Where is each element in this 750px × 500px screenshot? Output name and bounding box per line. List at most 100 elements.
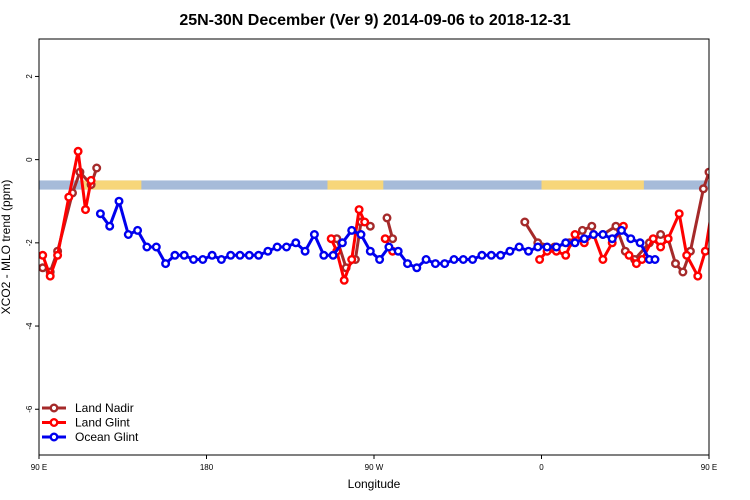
data-point-ocean-glint-0-57: [626, 234, 636, 244]
data-point-ocean-glint-0-7: [161, 259, 171, 269]
data-point-land-nadir-2-0: [382, 213, 392, 223]
data-point-ocean-glint-0-29: [365, 246, 375, 256]
y-axis: 2 0 -2 -4 -6: [25, 74, 39, 413]
data-point-land-glint-4-3: [648, 234, 658, 244]
data-point-land-nadir-4-10: [698, 184, 708, 194]
land-band-1: [327, 180, 384, 190]
data-point-land-glint-4-4: [656, 242, 666, 252]
data-point-land-glint-3-7: [598, 255, 608, 265]
data-point-ocean-glint-0-58: [635, 238, 645, 248]
data-point-land-glint-4-8: [693, 271, 703, 281]
data-point-ocean-glint-0-52: [579, 234, 589, 244]
data-point-land-glint-0-5: [80, 205, 90, 215]
data-point-ocean-glint-0-9: [179, 250, 189, 260]
data-point-ocean-glint-0-35: [421, 255, 431, 265]
data-point-ocean-glint-0-12: [207, 250, 217, 260]
data-point-land-nadir-3-5: [587, 221, 597, 231]
data-point-ocean-glint-0-54: [598, 229, 608, 239]
x-tick-label-2: 90 W: [365, 463, 384, 472]
data-point-land-glint-4-11: [719, 148, 726, 155]
data-point-ocean-glint-0-27: [347, 225, 357, 235]
data-point-land-glint-4-12: [728, 202, 735, 209]
data-point-ocean-glint-0-34: [412, 263, 422, 273]
x-axis: 90 E 180 90 W 0 90 E: [31, 455, 717, 472]
data-point-ocean-glint-0-24: [319, 250, 329, 260]
legend-marker-land-glint: [49, 418, 59, 428]
data-point-ocean-glint-0-50: [561, 238, 571, 248]
data-point-ocean-glint-0-41: [477, 250, 487, 260]
data-point-land-nadir-3-4: [577, 225, 587, 235]
data-point-ocean-glint-0-36: [430, 259, 440, 269]
data-point-land-nadir-1-4: [365, 221, 375, 231]
data-point-ocean-glint-0-44: [505, 246, 515, 256]
data-point-ocean-glint-0-45: [514, 242, 524, 252]
data-point-ocean-glint-0-3: [123, 229, 133, 239]
data-point-land-nadir-2-1: [388, 234, 398, 244]
data-point-land-glint-1-2: [339, 275, 349, 285]
data-point-land-nadir-4-12: [715, 181, 722, 188]
data-point-ocean-glint-0-5: [142, 242, 152, 252]
data-point-ocean-glint-0-13: [216, 255, 226, 265]
series-ocean-glint: [95, 196, 660, 273]
data-point-ocean-glint-0-19: [272, 242, 282, 252]
legend-label-ocean-glint: Ocean Glint: [75, 430, 139, 444]
data-point-ocean-glint-0-37: [440, 259, 450, 269]
data-point-land-glint-2-0: [380, 234, 390, 244]
data-point-ocean-glint-0-16: [244, 250, 254, 260]
data-point-ocean-glint-0-32: [393, 246, 403, 256]
data-point-ocean-glint-0-2: [114, 196, 124, 206]
data-point-ocean-glint-0-48: [542, 242, 552, 252]
land-band-2: [541, 180, 644, 190]
legend-marker-land-nadir: [49, 403, 59, 413]
data-point-ocean-glint-0-26: [337, 238, 347, 248]
x-tick-label-3: 0: [539, 463, 544, 472]
data-point-ocean-glint-0-49: [551, 242, 561, 252]
legend-label-land-nadir: Land Nadir: [75, 401, 134, 415]
data-point-land-glint-0-4: [73, 146, 83, 156]
y-tick-label-0: 2: [25, 74, 34, 79]
data-point-land-glint-0-3: [64, 192, 74, 202]
legend-label-land-glint: Land Glint: [75, 416, 130, 430]
data-point-ocean-glint-0-8: [170, 250, 180, 260]
data-point-ocean-glint-0-40: [468, 255, 478, 265]
data-point-land-glint-0-1: [45, 271, 55, 281]
x-tick-label-1: 180: [200, 463, 214, 472]
data-point-land-glint-4-0: [624, 250, 634, 260]
data-point-ocean-glint-0-22: [300, 246, 310, 256]
data-point-land-glint-3-4: [570, 229, 580, 239]
data-point-ocean-glint-0-17: [254, 250, 264, 260]
data-point-ocean-glint-0-11: [198, 255, 208, 265]
data-point-land-nadir-4-5: [656, 229, 666, 239]
y-tick-label-1: 0: [25, 157, 34, 162]
data-point-ocean-glint-0-56: [617, 225, 627, 235]
data-point-ocean-glint-0-10: [188, 255, 198, 265]
data-point-land-nadir-3-0: [520, 217, 530, 227]
data-point-land-glint-4-10: [711, 190, 718, 197]
x-axis-label: Longitude: [348, 477, 401, 491]
data-point-land-glint-4-5: [663, 234, 673, 244]
data-point-ocean-glint-0-60: [650, 255, 660, 265]
data-point-ocean-glint-0-25: [328, 250, 338, 260]
data-point-ocean-glint-0-15: [235, 250, 245, 260]
data-point-ocean-glint-0-14: [226, 250, 236, 260]
data-point-land-glint-3-0: [535, 255, 545, 265]
y-axis-label: XCO2 - MLO trend (ppm): [0, 180, 13, 315]
data-point-land-glint-0-6: [86, 175, 96, 185]
data-point-ocean-glint-0-51: [570, 238, 580, 248]
data-point-ocean-glint-0-30: [375, 255, 385, 265]
data-point-land-nadir-4-7: [671, 259, 681, 269]
data-point-ocean-glint-0-53: [589, 229, 599, 239]
data-point-ocean-glint-0-4: [133, 225, 143, 235]
data-point-ocean-glint-0-20: [282, 242, 292, 252]
data-point-land-glint-4-2: [637, 255, 647, 265]
legend-marker-ocean-glint: [49, 432, 59, 442]
land-band-0: [81, 180, 142, 190]
data-point-ocean-glint-0-18: [263, 246, 273, 256]
data-point-land-glint-3-3: [561, 250, 571, 260]
data-point-ocean-glint-0-38: [449, 255, 459, 265]
data-point-land-nadir-0-6: [92, 163, 102, 173]
data-point-ocean-glint-0-46: [524, 246, 534, 256]
x-tick-label-4: 90 E: [701, 463, 717, 472]
